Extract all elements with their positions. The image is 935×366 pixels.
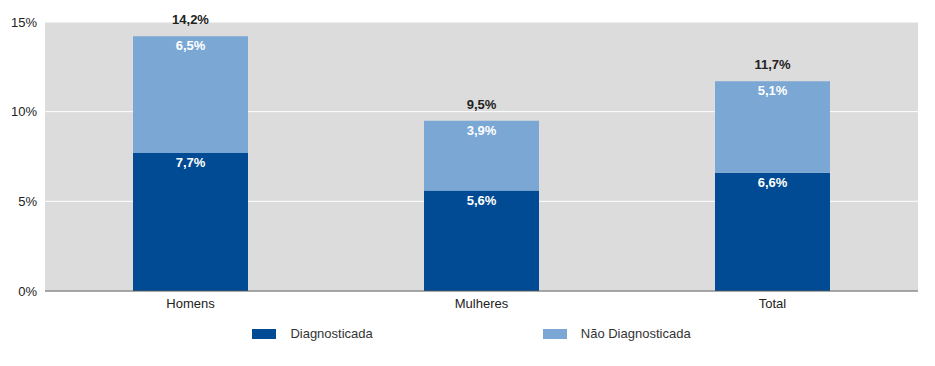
svg-text:9,5%: 9,5% bbox=[467, 97, 497, 112]
svg-text:15%: 15% bbox=[11, 15, 37, 30]
svg-text:0%: 0% bbox=[18, 284, 37, 299]
svg-text:Homens: Homens bbox=[166, 296, 215, 311]
svg-text:11,7%: 11,7% bbox=[754, 57, 791, 72]
svg-text:14,2%: 14,2% bbox=[172, 12, 209, 27]
svg-text:Mulheres: Mulheres bbox=[455, 296, 509, 311]
svg-text:Total: Total bbox=[759, 296, 787, 311]
html-text:Não Diagnosticada: Não Diagnosticada bbox=[580, 326, 691, 341]
svg-text:10%: 10% bbox=[11, 104, 37, 119]
svg-text:5%: 5% bbox=[18, 194, 37, 209]
svg-text:6,5%: 6,5% bbox=[176, 38, 206, 53]
svg-text:5,6%: 5,6% bbox=[467, 193, 497, 208]
html-text:Diagnosticada: Diagnosticada bbox=[290, 326, 373, 341]
svg-text:5,1%: 5,1% bbox=[758, 83, 788, 98]
svg-text:3,9%: 3,9% bbox=[467, 123, 497, 138]
svg-text:7,7%: 7,7% bbox=[176, 155, 206, 170]
svg-text:6,6%: 6,6% bbox=[758, 175, 788, 190]
